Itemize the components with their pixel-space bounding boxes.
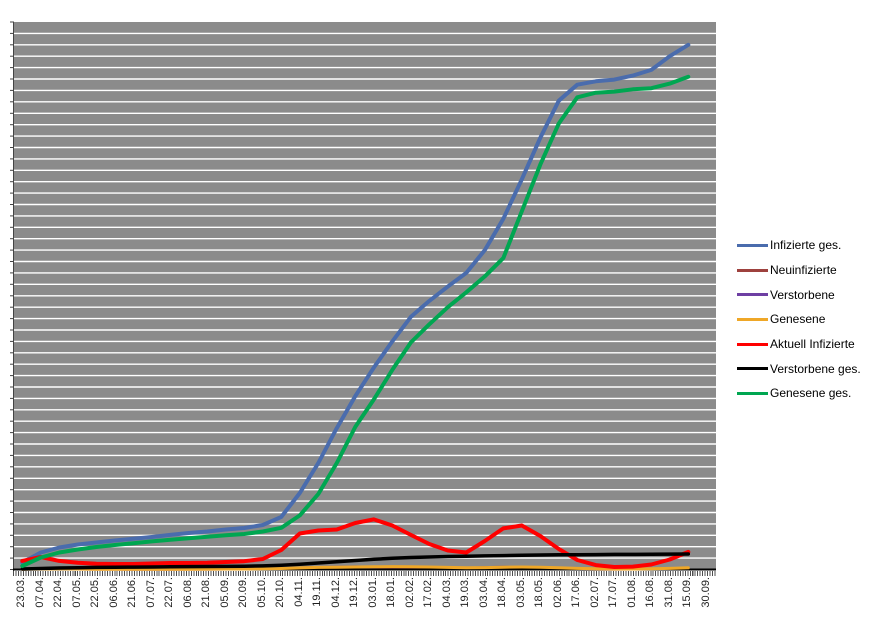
legend-item: Genesene ges. <box>737 381 861 406</box>
legend-line-swatch <box>737 367 768 371</box>
x-axis-minor-ticks <box>13 571 716 576</box>
legend-label: Verstorbene <box>770 287 835 302</box>
legend-item: Aktuell Infizierte <box>737 332 861 357</box>
legend-line-swatch <box>737 342 768 346</box>
legend-label: Genesene <box>770 312 826 327</box>
legend-line-swatch <box>737 317 768 321</box>
legend-label: Aktuell Infizierte <box>770 337 855 352</box>
legend-line-swatch <box>737 268 768 272</box>
legend-line-swatch <box>737 391 768 395</box>
series-line <box>20 517 691 569</box>
legend-label: Genesene ges. <box>770 386 852 401</box>
legend-line-swatch <box>737 293 768 297</box>
legend-label: Neuinfizierte <box>770 263 837 278</box>
legend-item: Neuinfizierte <box>737 258 861 283</box>
legend-item: Verstorbene <box>737 282 861 307</box>
legend-item: Verstorbene ges. <box>737 356 861 381</box>
legend-label: Infizierte ges. <box>770 238 842 253</box>
series-line <box>20 74 691 568</box>
legend: Infizierte ges. Neuinfizierte Verstorbene G… <box>737 233 861 406</box>
legend-item: Genesene <box>737 307 861 332</box>
series-line <box>20 552 691 571</box>
legend-item: Infizierte ges. <box>737 233 861 258</box>
series-line <box>20 565 690 571</box>
series-line <box>20 42 691 565</box>
legend-label: Verstorbene ges. <box>770 361 861 376</box>
legend-line-swatch <box>737 243 768 247</box>
